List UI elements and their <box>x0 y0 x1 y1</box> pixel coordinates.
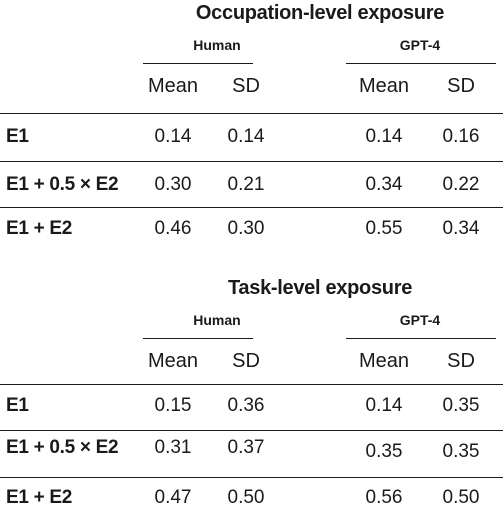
table-cell: 0.50 <box>227 487 265 508</box>
group-divider-human <box>143 63 253 64</box>
table-cell: 0.35 <box>365 441 403 462</box>
column-header-gpt4-mean: Mean <box>358 350 410 372</box>
row-divider <box>0 430 503 431</box>
column-header-human-sd: SD <box>232 75 260 97</box>
table-cell: 0.14 <box>227 126 265 147</box>
group-label-human: Human <box>193 37 241 53</box>
row-divider <box>0 207 503 208</box>
table-cell: 0.35 <box>442 441 480 462</box>
group-label-gpt4: GPT-4 <box>399 312 441 328</box>
group-divider-gpt4 <box>346 63 496 64</box>
row-label: E1 + 0.5 × E2 <box>6 174 119 195</box>
column-header-gpt4-mean: Mean <box>358 75 410 97</box>
header-divider <box>0 384 503 385</box>
table-title: Task-level exposure <box>227 277 413 299</box>
header-divider <box>0 113 503 114</box>
table-cell: 0.14 <box>154 126 192 147</box>
table-cell: 0.15 <box>154 395 192 416</box>
table-title: Occupation-level exposure <box>195 2 445 24</box>
table-cell: 0.21 <box>227 174 265 195</box>
row-label: E1 + 0.5 × E2 <box>6 437 119 458</box>
row-divider <box>0 161 503 162</box>
table-cell: 0.30 <box>227 218 265 239</box>
table-cell: 0.34 <box>442 218 480 239</box>
column-header-human-sd: SD <box>232 350 260 372</box>
table-cell: 0.22 <box>442 174 480 195</box>
column-header-gpt4-sd: SD <box>447 75 475 97</box>
column-header-human-mean: Mean <box>147 75 199 97</box>
row-label: E1 <box>6 126 29 147</box>
table-cell: 0.35 <box>442 395 480 416</box>
table-cell: 0.30 <box>154 174 192 195</box>
row-label: E1 + E2 <box>6 487 73 508</box>
column-header-gpt4-sd: SD <box>447 350 475 372</box>
column-header-human-mean: Mean <box>147 350 199 372</box>
table-cell: 0.50 <box>442 487 480 508</box>
table-cell: 0.46 <box>154 218 192 239</box>
table-cell: 0.31 <box>154 437 192 458</box>
row-divider <box>0 477 503 478</box>
table-cell: 0.16 <box>442 126 480 147</box>
table-cell: 0.14 <box>365 395 403 416</box>
table-cell: 0.56 <box>365 487 403 508</box>
group-divider-gpt4 <box>346 338 496 339</box>
group-label-gpt4: GPT-4 <box>399 37 441 53</box>
table-cell: 0.47 <box>154 487 192 508</box>
row-label: E1 <box>6 395 29 416</box>
row-label: E1 + E2 <box>6 218 73 239</box>
table-cell: 0.34 <box>365 174 403 195</box>
group-label-human: Human <box>193 312 241 328</box>
table-cell: 0.36 <box>227 395 265 416</box>
table-cell: 0.37 <box>227 437 265 458</box>
table-cell: 0.14 <box>365 126 403 147</box>
table-cell: 0.55 <box>365 218 403 239</box>
group-divider-human <box>143 338 253 339</box>
